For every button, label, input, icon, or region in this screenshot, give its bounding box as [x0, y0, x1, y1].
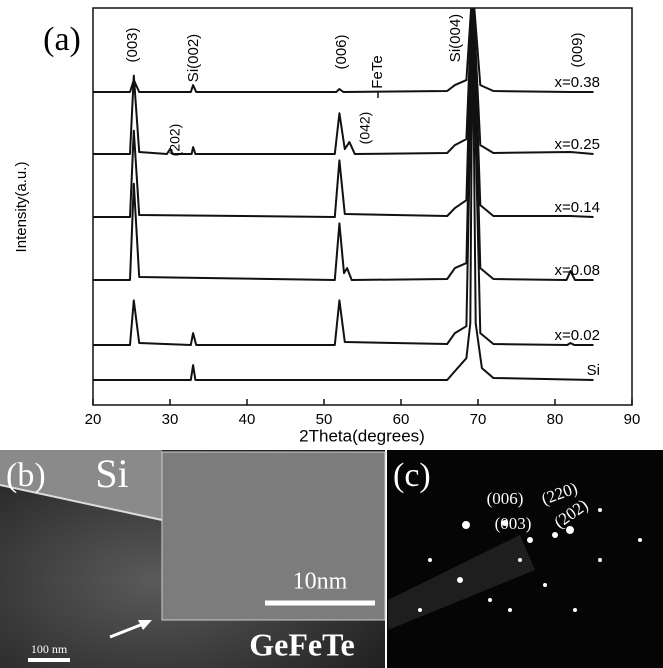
- xrd-trace: [93, 8, 594, 281]
- plot-frame: [92, 7, 633, 406]
- scale-label: 100 nm: [31, 642, 68, 656]
- diffraction-spot: [418, 608, 422, 612]
- x-tick-label: 20: [85, 411, 102, 428]
- xrd-trace: [93, 8, 594, 381]
- xrd-trace: [93, 8, 594, 218]
- x-axis-label: 2Theta(degrees): [299, 426, 425, 445]
- spot-label: (003): [495, 514, 532, 533]
- xrd-trace: [93, 9, 594, 346]
- diffraction-spot: [508, 608, 512, 612]
- arrow: [109, 622, 144, 639]
- panel-label: (b): [6, 457, 46, 494]
- material-label: GeFeTe: [249, 626, 354, 662]
- x-tick-label: 80: [547, 411, 564, 428]
- annotation: (a): [43, 21, 81, 58]
- x-tick-label: 60: [393, 411, 410, 428]
- legend-label: x=0.25: [555, 136, 600, 153]
- x-tick-label: 70: [470, 411, 487, 428]
- diffraction-spot: [566, 526, 574, 534]
- interface: [0, 484, 163, 521]
- diffraction-spot: [598, 558, 602, 562]
- x-tick-label: 50: [316, 411, 333, 428]
- diffraction-spot: [462, 521, 470, 529]
- traces: [93, 8, 594, 381]
- panel-b: 10nm (b) Si 100 nm GeFeTe: [0, 450, 386, 668]
- panel-c: (c) (006) (220)(202)(003): [387, 450, 663, 668]
- legend-label: x=0.38: [555, 74, 600, 91]
- spot-label: (006): [487, 489, 524, 508]
- panel-label: (c): [393, 457, 431, 494]
- x-tick-label: 40: [239, 411, 256, 428]
- annotation: (006): [333, 34, 350, 69]
- diffraction-spot: [518, 558, 522, 562]
- annotation: Si(004): [447, 14, 464, 62]
- x-tick-label: 30: [162, 411, 179, 428]
- diffraction-spot: [573, 608, 577, 612]
- xrd-trace: [93, 8, 594, 155]
- diffraction-spot: [552, 532, 558, 538]
- annotation: (202): [167, 124, 183, 157]
- region-label: Si: [95, 451, 128, 496]
- annotation: FeTe: [369, 55, 386, 88]
- arrow-head: [138, 620, 152, 630]
- diffraction-spot: [457, 577, 463, 583]
- diffraction-spot: [502, 520, 508, 526]
- si-region: [0, 450, 162, 520]
- annotation: (009): [569, 32, 586, 67]
- diffraction-spot: [638, 538, 642, 542]
- legend-label: x=0.14: [555, 199, 600, 216]
- annotation: (003): [124, 27, 141, 62]
- diffraction-spot: [428, 558, 432, 562]
- annotation: Si(002): [185, 34, 202, 82]
- annotation: (042): [357, 112, 373, 145]
- scale-inset-label: 10nm: [293, 569, 348, 595]
- diffraction-spot: [488, 598, 492, 602]
- legend-label: x=0.08: [555, 262, 600, 279]
- xrd-trace: [93, 8, 594, 93]
- diffraction-spot: [598, 508, 602, 512]
- y-axis-label: Intensity(a.u.): [13, 162, 30, 253]
- diffraction-spot: [527, 537, 533, 543]
- legend-label: x=0.02: [555, 327, 600, 344]
- diffraction-spot: [543, 583, 547, 587]
- x-tick-label: 90: [624, 411, 641, 428]
- hrtem-inset: [161, 451, 386, 621]
- legend-label: Si: [587, 362, 600, 379]
